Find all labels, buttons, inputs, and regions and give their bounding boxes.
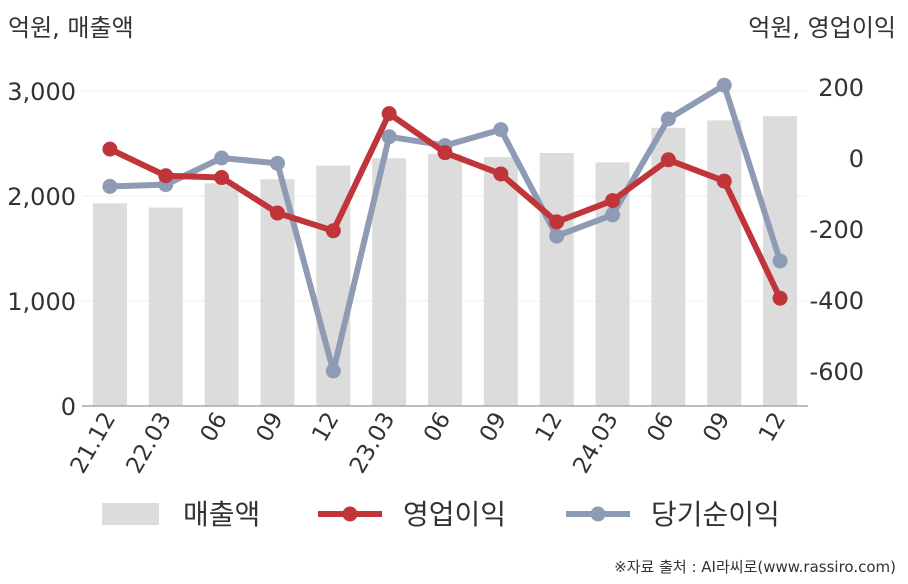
series-point	[772, 253, 788, 269]
series-point	[269, 155, 285, 171]
x-tick-label: 12	[531, 408, 568, 446]
profit-lines	[102, 77, 788, 379]
revenue-bar	[539, 152, 574, 406]
legend-label: 매출액	[183, 498, 260, 531]
series-point	[325, 223, 341, 239]
left-unit-label: 억원, 매출액	[8, 14, 134, 42]
series-point	[605, 193, 621, 209]
x-tick-label: 06	[419, 408, 456, 446]
right-tick-label: -400	[810, 287, 864, 315]
revenue-bar	[148, 207, 183, 406]
legend-label: 영업이익	[403, 498, 506, 531]
right-tick-label: -200	[810, 216, 864, 244]
revenue-bars	[92, 116, 798, 407]
series-point	[269, 205, 285, 221]
right-axis: 200 0 -200 -400 -600	[810, 74, 864, 386]
revenue-bar	[204, 183, 239, 406]
series-point	[549, 214, 565, 230]
left-tick-label: 3,000	[7, 78, 76, 106]
x-tick-label: 09	[252, 408, 289, 446]
series-point	[214, 170, 230, 186]
x-tick-label: 23.03	[345, 408, 400, 478]
series-point	[214, 150, 230, 166]
series-point	[158, 168, 174, 184]
x-tick-label: 09	[475, 408, 512, 446]
legend: 매출액 영업이익 당기순이익	[102, 498, 780, 531]
right-unit-label: 억원, 영업이익	[748, 14, 896, 42]
series-point	[325, 363, 341, 379]
series-point	[772, 290, 788, 306]
x-tick-label: 09	[698, 408, 735, 446]
x-tick-label: 06	[196, 408, 233, 446]
series-point	[660, 152, 676, 168]
series-point	[716, 77, 732, 93]
series-point	[493, 122, 509, 138]
x-axis-ticks: 21.12 22.03 06 09 12 23.03 06 09 12 24.03 06 09 12	[66, 408, 792, 478]
left-axis: 3,000 2,000 1,000 0	[7, 78, 76, 421]
series-point	[437, 145, 453, 161]
x-tick-label: 12	[307, 408, 344, 446]
right-tick-label: 200	[818, 74, 864, 102]
left-tick-label: 2,000	[7, 183, 76, 211]
revenue-bar	[92, 203, 127, 406]
left-tick-label: 0	[61, 393, 76, 421]
right-tick-label: 0	[849, 145, 864, 173]
x-tick-label: 06	[642, 408, 679, 446]
series-point	[381, 129, 397, 145]
revenue-bar	[651, 127, 686, 406]
legend-swatch-point	[342, 506, 358, 522]
series-point	[549, 228, 565, 244]
x-tick-label: 22.03	[122, 408, 177, 478]
source-note: ※자료 출처 : AI라씨로(www.rassiro.com)	[614, 558, 896, 576]
legend-swatch-bar	[102, 503, 159, 525]
series-point	[102, 141, 118, 157]
series-point	[493, 166, 509, 182]
legend-label: 당기순이익	[651, 498, 780, 531]
series-point	[102, 178, 118, 194]
revenue-bar	[372, 158, 407, 406]
series-point	[381, 106, 397, 122]
series-point	[660, 111, 676, 127]
series-point	[716, 173, 732, 189]
x-tick-label: 12	[754, 408, 791, 446]
series-point	[605, 207, 621, 223]
revenue-bar	[428, 154, 462, 406]
right-tick-label: -600	[810, 358, 864, 386]
revenue-bar	[707, 120, 742, 407]
revenue-bar	[483, 157, 518, 406]
x-tick-label: 24.03	[568, 408, 623, 478]
left-tick-label: 1,000	[7, 288, 76, 316]
legend-swatch-point	[590, 506, 606, 522]
